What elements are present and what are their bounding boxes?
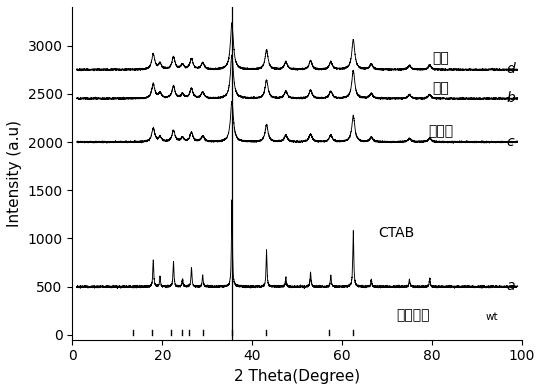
Text: a: a [506,279,515,293]
Text: 葡萄糖: 葡萄糖 [428,124,454,138]
Text: d: d [506,62,515,76]
X-axis label: 2 Theta(Degree): 2 Theta(Degree) [234,369,360,384]
Text: 淀粉: 淀粉 [433,81,449,95]
Text: CTAB: CTAB [378,226,414,240]
Text: 标准卡片: 标准卡片 [396,308,429,323]
Text: 蔗糖: 蔗糖 [433,51,449,65]
Text: wt: wt [486,312,499,322]
Text: c: c [506,135,514,149]
Y-axis label: Intensity (a.u): Intensity (a.u) [7,120,22,227]
Text: b: b [506,91,515,105]
